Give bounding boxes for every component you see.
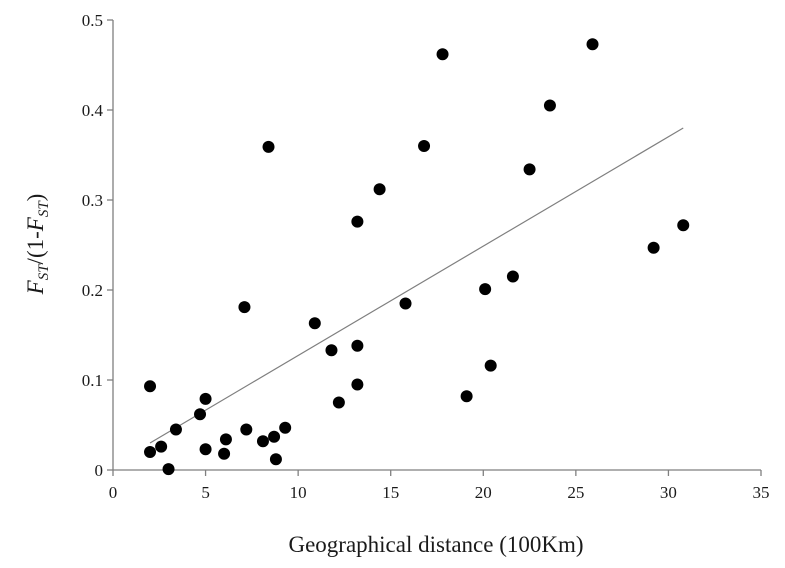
data-point <box>194 408 207 421</box>
x-tick-label: 15 <box>382 483 399 502</box>
data-point <box>543 99 556 112</box>
data-point <box>144 380 157 393</box>
data-point <box>351 215 364 228</box>
data-point <box>373 183 386 196</box>
data-point <box>523 163 536 176</box>
data-point <box>218 447 231 460</box>
y-axis-title-part: F <box>23 279 48 295</box>
data-point <box>308 317 321 330</box>
x-tick-label: 5 <box>201 483 210 502</box>
data-point <box>238 301 251 314</box>
y-tick-label: 0.5 <box>82 11 103 30</box>
y-axis-title-part: ST <box>36 263 52 281</box>
data-point <box>418 140 431 152</box>
data-point <box>479 283 492 296</box>
data-point <box>647 241 660 254</box>
data-point <box>332 396 345 409</box>
data-point <box>351 378 364 391</box>
y-tick-label: 0.4 <box>82 101 104 120</box>
data-point <box>219 433 232 446</box>
y-axis-title-part: /(1- <box>23 231 48 264</box>
axes <box>112 20 761 471</box>
data-point <box>506 270 519 283</box>
data-point <box>162 463 175 476</box>
y-tick-label: 0.1 <box>82 371 103 390</box>
x-tick-label: 20 <box>475 483 492 502</box>
data-point <box>144 446 157 458</box>
y-tick-label: 0.2 <box>82 281 103 300</box>
y-axis-title: FST/(1-FST) <box>23 194 52 296</box>
x-tick-label: 0 <box>109 483 118 502</box>
data-point <box>268 430 281 443</box>
x-tick-label: 25 <box>567 483 584 502</box>
data-point <box>256 435 269 448</box>
y-tick-label: 0.3 <box>82 191 103 210</box>
data-point <box>262 140 275 153</box>
y-axis-title-part: F <box>23 216 48 232</box>
x-tick-label: 10 <box>290 483 307 502</box>
data-point <box>399 297 412 310</box>
data-point <box>269 453 282 466</box>
data-point <box>677 219 690 232</box>
data-point <box>484 359 497 372</box>
tick-labels: 0 5 10 15 20 25 30 35 0 0.1 0.2 0.3 0.4 0.5 <box>82 11 770 502</box>
x-tick-label: 30 <box>660 483 677 502</box>
data-point <box>155 440 168 453</box>
data-point <box>460 390 473 403</box>
y-axis-title-part: ) <box>23 194 48 202</box>
data-point <box>199 443 212 456</box>
data-point <box>351 339 364 352</box>
data-point <box>279 421 292 434</box>
trendline <box>149 127 684 444</box>
ticks <box>107 19 762 476</box>
data-point <box>169 423 182 436</box>
data-point <box>586 38 599 51</box>
data-point <box>199 392 212 405</box>
data-points <box>144 38 690 476</box>
x-tick-label: 35 <box>753 483 770 502</box>
data-point <box>325 344 338 357</box>
x-axis-title: Geographical distance (100Km) <box>288 532 583 557</box>
y-axis-title-part: ST <box>36 200 52 218</box>
y-tick-label: 0 <box>95 461 104 480</box>
data-point <box>436 48 449 61</box>
data-point <box>240 423 253 436</box>
